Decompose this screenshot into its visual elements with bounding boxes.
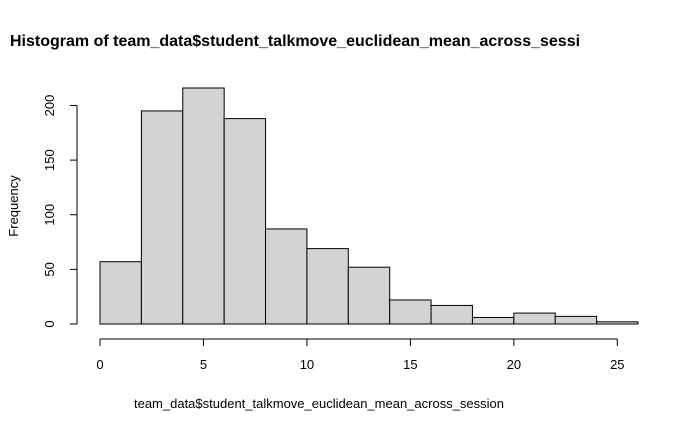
histogram-bar [389, 299, 432, 325]
x-tick-label: 10 [300, 357, 314, 372]
histogram-bar [306, 248, 349, 325]
y-axis: 0 50 100 150 200 [42, 95, 78, 328]
x-tick-label: 15 [403, 357, 417, 372]
y-tick-label: 0 [42, 320, 57, 327]
y-tick-label: 150 [42, 149, 57, 171]
x-tick-label: 25 [610, 357, 624, 372]
histogram-bar [596, 321, 639, 325]
histogram-bar [513, 312, 556, 325]
y-axis-label: Frequency [6, 175, 21, 237]
histogram-bar [347, 266, 391, 325]
y-tick-label: 100 [42, 204, 57, 226]
x-ticks: 0 5 10 15 20 25 [96, 339, 625, 372]
x-tick-label: 20 [507, 357, 521, 372]
histogram-bar [140, 110, 184, 325]
chart-title: Histogram of team_data$student_talkmove_… [10, 33, 580, 50]
histogram-bar [223, 118, 267, 325]
histogram-bar [471, 316, 515, 325]
histogram-bar [99, 261, 142, 325]
histogram-bar [265, 228, 308, 325]
y-tick-label: 50 [42, 262, 57, 276]
histogram-bar [554, 315, 598, 325]
bars-group [99, 87, 639, 325]
x-tick-label: 5 [200, 357, 207, 372]
x-tick-label: 0 [96, 357, 103, 372]
histogram-bar [430, 304, 473, 325]
x-axis-label: team_data$student_talkmove_euclidean_mea… [134, 396, 504, 411]
y-ticks: 0 50 100 150 200 [42, 95, 77, 328]
x-axis: 0 5 10 15 20 25 [96, 338, 625, 372]
histogram-bar [182, 87, 225, 325]
y-tick-label: 200 [42, 95, 57, 117]
